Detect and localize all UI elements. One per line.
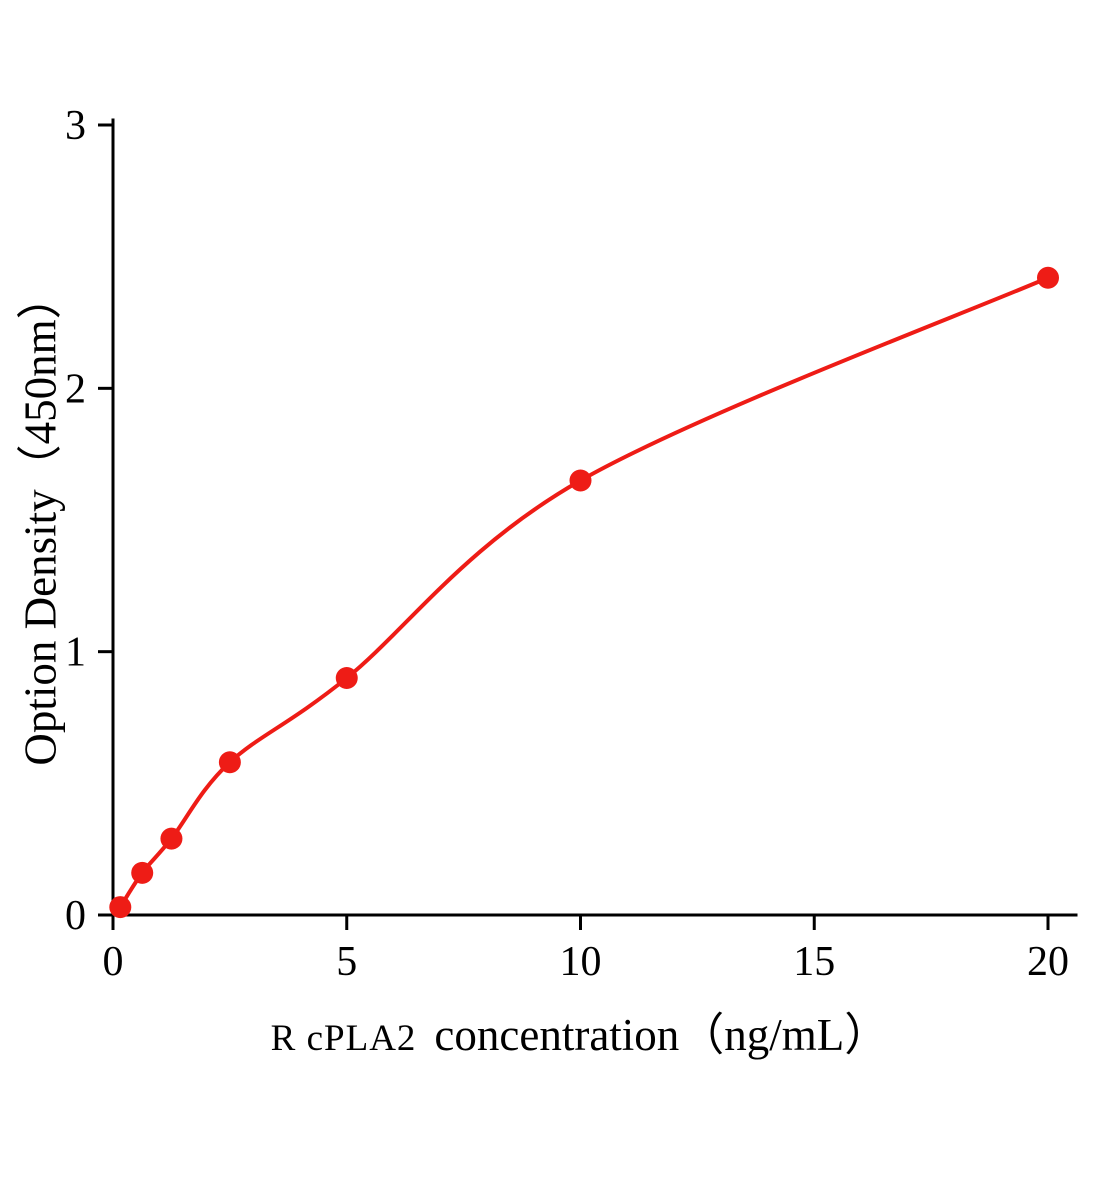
- data-point: [109, 896, 132, 919]
- data-point: [160, 827, 183, 850]
- y-tick-label: 1: [65, 630, 86, 676]
- y-tick-label: 3: [65, 103, 86, 149]
- x-tick-label: 5: [336, 939, 357, 985]
- x-axis-label-main: concentration（ng/mL）: [434, 1010, 890, 1060]
- y-tick-label: 2: [65, 366, 86, 412]
- x-tick-label: 0: [103, 939, 124, 985]
- x-tick-label: 15: [793, 939, 835, 985]
- data-point: [569, 469, 592, 492]
- y-axis-label: Option Density（450nm）: [15, 274, 66, 766]
- x-axis-label: R cPLA2 concentration（ng/mL）: [28, 998, 1104, 1063]
- data-point: [218, 751, 241, 774]
- data-point: [131, 861, 154, 884]
- data-point: [335, 667, 358, 689]
- data-point: [1037, 266, 1059, 289]
- x-tick-label: 20: [1027, 939, 1069, 985]
- x-tick-label: 10: [560, 939, 602, 985]
- y-tick-label: 0: [65, 893, 86, 939]
- fit-curve: [118, 275, 1050, 910]
- x-axis-label-prefix: R cPLA2: [270, 1018, 417, 1059]
